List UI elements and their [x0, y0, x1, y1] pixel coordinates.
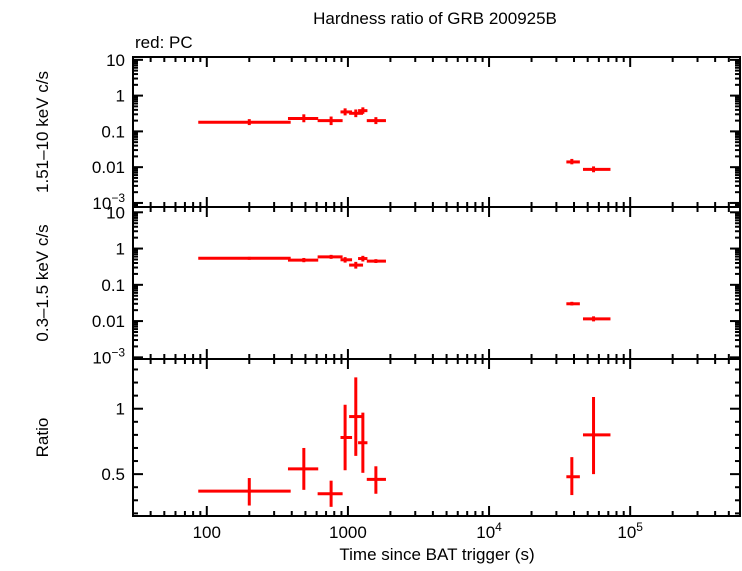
y-tick-label: 1	[116, 400, 125, 419]
legend-text: red: PC	[135, 33, 193, 52]
y-axis-label: Ratio	[33, 418, 52, 458]
y-tick-label: 1	[116, 87, 125, 106]
y-tick-label: 0.1	[101, 122, 125, 141]
y-tick-label: 10	[106, 203, 125, 222]
x-tick-label: 100	[193, 523, 221, 542]
panel-frame	[132, 56, 741, 208]
chart-title: Hardness ratio of GRB 200925B	[313, 9, 557, 28]
y-tick-label: 0.5	[101, 465, 125, 484]
y-axis-label: 1.51–10 keV c/s	[33, 71, 52, 193]
y-tick-label: 10−3	[92, 345, 125, 367]
y-tick-label: 0.01	[92, 158, 125, 177]
y-tick-label: 10−3	[92, 191, 125, 213]
y-tick-label: 10	[106, 51, 125, 70]
panel-frame	[132, 358, 741, 517]
x-tick-label: 1000	[329, 523, 367, 542]
y-tick-label: 0.01	[92, 312, 125, 331]
x-axis-label: Time since BAT trigger (s)	[339, 545, 534, 564]
x-tick-label: 105	[617, 520, 643, 542]
y-tick-label: 0.1	[101, 276, 125, 295]
panel-frame	[132, 206, 741, 360]
y-tick-label: 1	[116, 240, 125, 259]
y-axis-label: 0.3–1.5 keV c/s	[33, 224, 52, 341]
x-tick-label: 104	[476, 520, 502, 542]
